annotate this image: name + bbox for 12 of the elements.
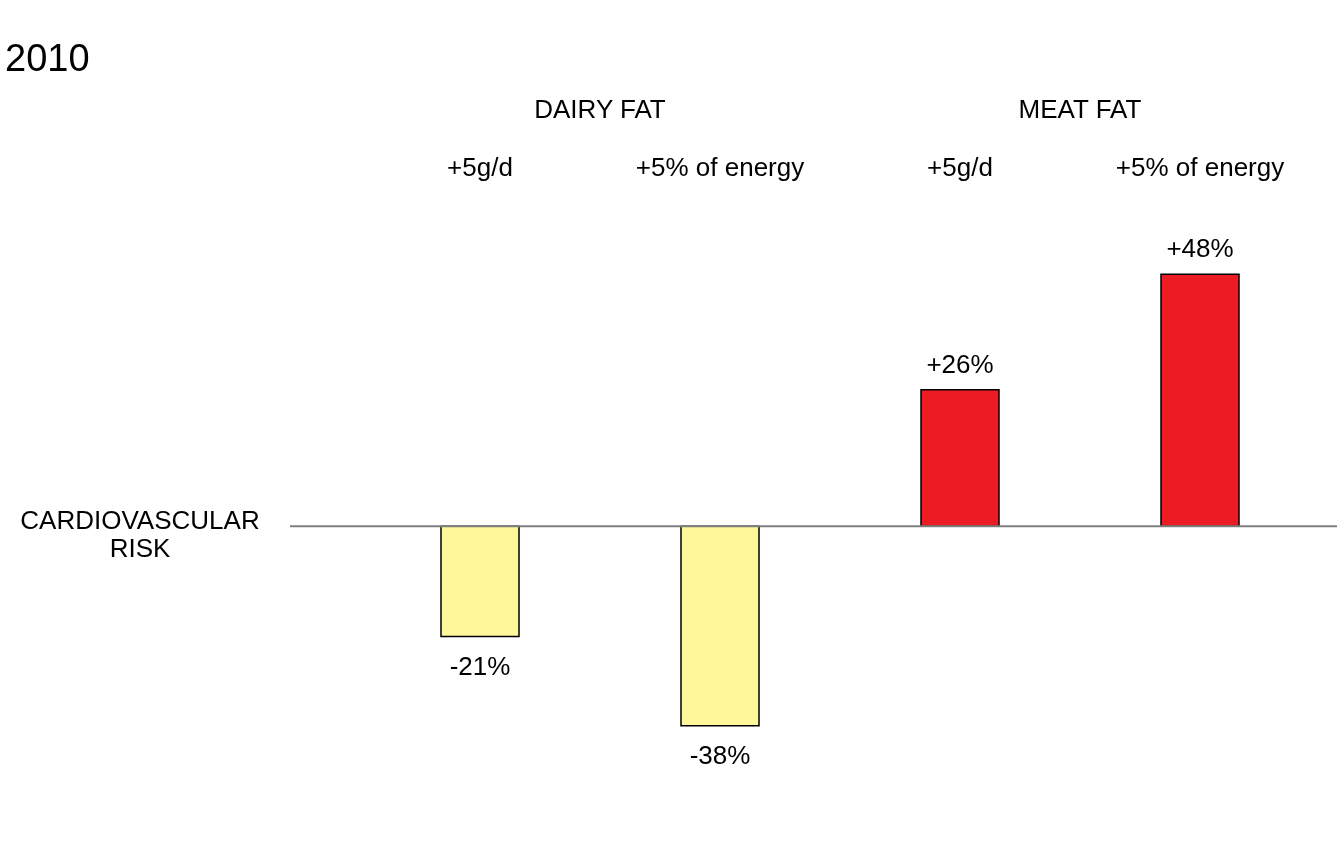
chart-title: 2010	[5, 37, 90, 79]
y-axis-title: CARDIOVASCULAR RISK	[20, 505, 260, 564]
text: MEAT FAT	[1018, 94, 1142, 124]
data-label: +48%	[1166, 233, 1234, 264]
x-tick-label: +5g/d	[447, 151, 513, 182]
x-tick-label: +5% of energy	[635, 151, 805, 182]
x-tick-label: +5% of energy	[1115, 151, 1285, 182]
data-label: -21%	[449, 650, 511, 681]
data-label: +26%	[926, 348, 994, 379]
data-label: -38%	[689, 739, 751, 770]
x-tick-label: +5g/d	[927, 151, 993, 182]
text: DAIRY FAT	[534, 94, 666, 124]
